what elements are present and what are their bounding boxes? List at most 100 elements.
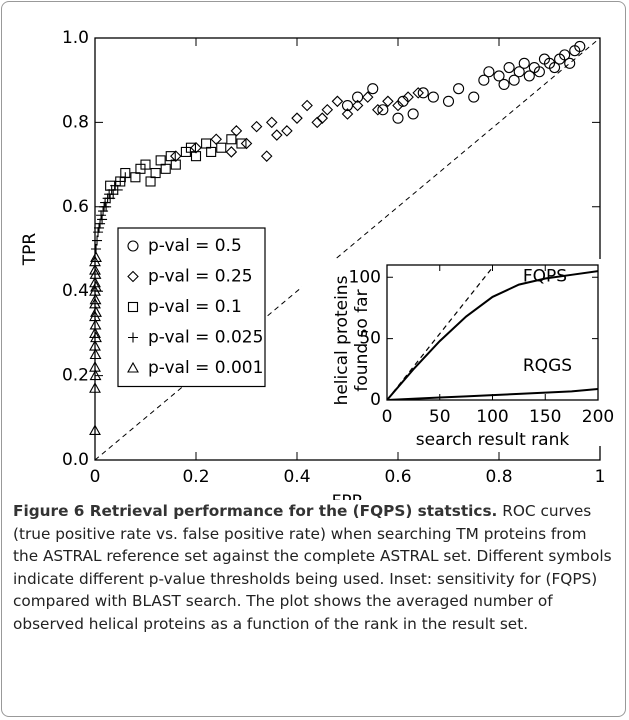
legend-label: p-val = 0.25 (148, 267, 253, 287)
point (170, 150, 182, 162)
point (100, 197, 111, 208)
caption-title: Figure 6 Retrieval performance for the (… (13, 502, 498, 520)
point (96, 210, 107, 221)
legend-marker (127, 361, 139, 373)
point (427, 91, 439, 103)
point (206, 146, 217, 157)
point (112, 184, 123, 195)
point (155, 155, 166, 166)
point (110, 180, 121, 191)
y-tick-label: 100 (349, 267, 381, 287)
y-tick-label: 0.6 (62, 197, 89, 217)
y-axis-label: found so far (352, 289, 372, 391)
point (498, 78, 510, 90)
point (523, 70, 535, 82)
x-axis-label: FPR (332, 492, 364, 500)
point (140, 159, 151, 170)
point (150, 167, 161, 179)
point (271, 129, 283, 141)
point (101, 201, 112, 212)
point (190, 151, 202, 162)
point (321, 103, 334, 116)
x-tick-label: 0.8 (485, 467, 512, 487)
point (89, 361, 101, 372)
y-tick-label: 0.4 (62, 281, 89, 301)
point (210, 133, 222, 146)
point (407, 108, 419, 120)
y-tick-label: 1.0 (62, 28, 89, 48)
legend-box (117, 227, 266, 388)
x-tick-label: 0.6 (384, 467, 411, 487)
x-tick-label: 200 (582, 407, 614, 427)
point (291, 112, 303, 124)
point (89, 327, 101, 338)
point (120, 172, 131, 183)
point (250, 120, 263, 133)
point (94, 222, 105, 233)
point (89, 382, 101, 393)
point (130, 172, 141, 183)
point (165, 151, 176, 162)
point (402, 91, 414, 103)
diagonal (94, 37, 601, 461)
x-tick-label: 0.2 (182, 467, 209, 487)
point (89, 424, 101, 436)
line (387, 270, 598, 400)
point (331, 95, 344, 108)
point (442, 95, 455, 107)
point (160, 163, 171, 174)
point (301, 99, 313, 112)
y-tick-label: 50 (359, 329, 381, 349)
y-axis-label: helical proteins (332, 275, 352, 405)
point (533, 66, 545, 78)
x-tick-label: 0 (382, 407, 393, 427)
legend-label: p-val = 0.025 (148, 328, 263, 348)
x-tick-label: 1 (595, 467, 606, 487)
y-tick-label: 0.0 (62, 450, 89, 470)
legend-marker (127, 301, 139, 313)
point (185, 142, 196, 153)
inset-background (302, 259, 603, 446)
point (89, 369, 102, 381)
point (412, 87, 424, 99)
legend-marker (128, 332, 138, 343)
series-label: RQGS (523, 356, 572, 376)
y-axis-label: TPR (20, 233, 40, 267)
x-axis-label: search result rank (416, 430, 570, 450)
point (92, 235, 103, 246)
point (559, 49, 571, 61)
series-label: FQPS (523, 267, 567, 287)
x-tick-label: 0.4 (283, 467, 310, 487)
point (89, 263, 101, 275)
legend-label: p-val = 0.001 (148, 358, 263, 378)
point (95, 218, 106, 229)
point (216, 142, 227, 153)
point (574, 40, 586, 52)
point (513, 66, 525, 78)
point (518, 57, 530, 69)
point (377, 104, 389, 116)
legend-label: p-val = 0.5 (148, 236, 242, 256)
point (341, 108, 354, 120)
legend-marker (127, 270, 139, 283)
point (260, 150, 273, 162)
point (97, 214, 108, 225)
point (564, 57, 576, 69)
point (265, 116, 278, 129)
point (351, 99, 364, 112)
point (483, 66, 495, 78)
line (387, 267, 493, 400)
point (508, 74, 520, 86)
y-tick-label: 0 (370, 390, 381, 410)
caption: Figure 6 Retrieval performance for the (… (13, 500, 613, 636)
point (372, 103, 384, 116)
point (145, 176, 156, 187)
point (468, 91, 480, 103)
point (503, 61, 515, 74)
x-tick-label: 50 (429, 407, 451, 427)
legend-marker (127, 240, 139, 252)
point (225, 146, 238, 158)
point (316, 112, 329, 124)
